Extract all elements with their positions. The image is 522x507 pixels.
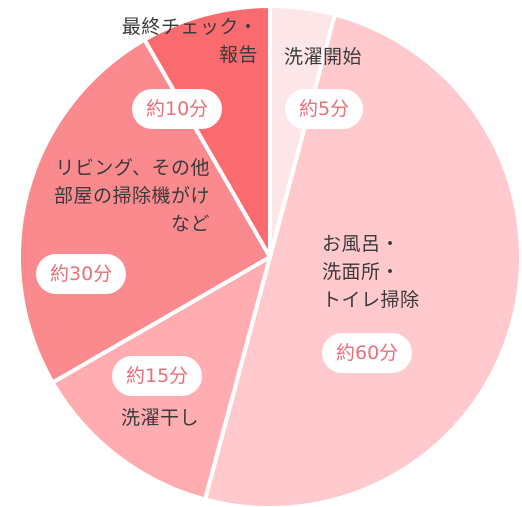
slice-badge-vacuum: 約30分 — [36, 254, 127, 294]
pie-slice-vacuum — [17, 37, 272, 385]
pie-slice-final-check — [142, 4, 272, 259]
slice-badge-wash-start: 約5分 — [285, 89, 364, 129]
slice-badge-final-check: 約10分 — [132, 89, 223, 129]
slice-badge-hang-laundry: 約15分 — [112, 356, 203, 396]
slice-label-final-check: 最終チェック・ 報告 — [121, 16, 258, 66]
slice-label-wash-start: 洗濯開始 — [284, 46, 363, 68]
pie-slice-bath-clean — [203, 12, 522, 507]
slice-badge-bath-clean: 約60分 — [322, 333, 413, 373]
slice-label-vacuum: リビング、その他 部屋の掃除機がけ など — [53, 157, 210, 235]
slice-label-hang-laundry: 洗濯干し — [121, 407, 200, 429]
slice-label-bath-clean: お風呂・ 洗面所・ トイレ掃除 — [322, 233, 420, 311]
